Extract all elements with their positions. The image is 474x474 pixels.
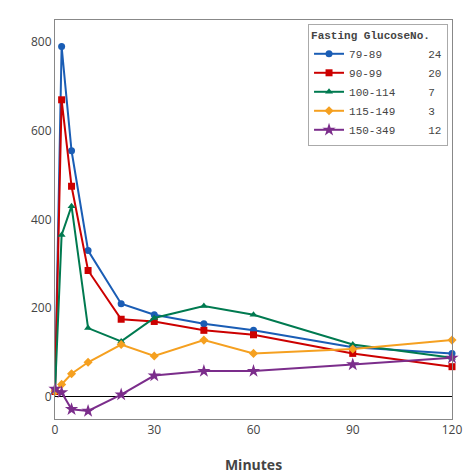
svg-text:60: 60: [247, 421, 261, 438]
svg-text:150-349 12: 150-349 12: [349, 125, 441, 137]
svg-text:30: 30: [147, 421, 161, 438]
svg-text:600: 600: [31, 122, 52, 139]
svg-text:0: 0: [45, 388, 52, 405]
svg-text:800: 800: [31, 33, 52, 50]
svg-text:0: 0: [52, 421, 59, 438]
svg-text:90-99 20: 90-99 20: [349, 68, 441, 80]
svg-text:Fasting GlucoseNo.: Fasting GlucoseNo.: [311, 30, 430, 42]
svg-text:100-114 7: 100-114 7: [349, 87, 435, 99]
svg-text:200: 200: [31, 299, 52, 316]
svg-text:90: 90: [346, 421, 360, 438]
svg-text:Minutes: Minutes: [225, 455, 282, 474]
svg-text:120: 120: [442, 421, 463, 438]
svg-text:79-89 24: 79-89 24: [349, 49, 442, 61]
svg-text:115-149 3: 115-149 3: [349, 106, 435, 118]
svg-text:400: 400: [31, 211, 52, 228]
